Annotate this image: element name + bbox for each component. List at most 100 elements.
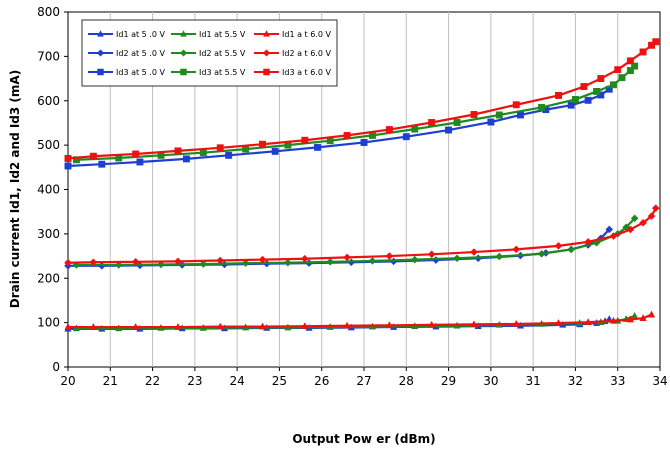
legend-label: Id1 at 5.5 V [199,30,246,39]
y-axis-title: Drain current Id1, Id2 and Id3 (mA) [8,70,22,308]
data-point [241,259,250,268]
legend-marker [96,49,105,57]
data-point [182,155,190,163]
y-tick-label: 200 [37,271,60,285]
data-point [626,225,635,234]
data-point [114,261,123,269]
legend-marker [97,30,104,37]
data-point [597,91,605,99]
data-point [174,323,182,330]
y-tick-label: 800 [37,5,60,19]
data-point [64,258,72,267]
data-point [385,126,393,134]
legend-label: Id3 at 5.5 V [199,68,246,77]
legend-entry: Id2 at 5 .0 V [88,49,165,58]
x-tick-label: 21 [103,374,118,388]
legend-entry: Id3 at 5 .0 V [88,68,165,77]
data-point [453,119,461,126]
x-tick-label: 27 [356,374,371,388]
data-point [343,321,351,329]
data-point [631,62,639,70]
data-point [199,149,207,157]
data-point [470,248,478,256]
legend-box [81,19,338,87]
legend-entry: Id2 a t 6.0 V [254,49,331,58]
x-tick-label: 28 [399,374,414,388]
data-point [470,111,478,118]
data-point [410,255,419,264]
data-point [258,255,267,264]
data-point [300,254,309,263]
data-point [64,162,72,170]
legend-marker [263,68,270,76]
legend-label: Id3 at 5 .0 V [116,68,165,77]
data-point [271,147,279,155]
data-point [343,253,351,262]
x-tick-label: 30 [483,374,498,388]
series-line [68,313,652,329]
data-point [605,225,614,234]
data-point [626,315,635,323]
y-tick-label: 700 [37,49,60,63]
legend-marker [263,30,270,37]
data-point [651,204,660,213]
data-point [487,118,495,126]
data-point [495,252,504,261]
x-tick-label: 33 [610,374,625,388]
data-point [512,245,521,254]
data-point [216,256,225,265]
legend-entry: Id1 at 5 .0 V [88,30,165,39]
data-point [584,318,592,325]
data-point [98,160,106,168]
series-9 [64,38,660,162]
data-point [132,150,140,158]
data-point [648,41,655,49]
legend-label: Id1 at 5 .0 V [116,30,165,39]
data-point [136,158,144,166]
x-axis-title: Output Pow er (dBm) [292,432,435,446]
data-point [639,48,647,56]
data-point [609,232,618,240]
data-point [567,245,576,254]
data-point [555,91,562,99]
data-point [225,151,233,159]
legend-entry: Id2 at 5.5 V [171,49,246,58]
data-point [639,314,647,321]
x-tick-label: 32 [568,374,583,388]
data-point [618,74,626,82]
data-point [301,322,309,329]
data-point [385,252,394,260]
data-point [343,131,351,139]
data-point [584,237,592,246]
legend-marker [97,68,104,76]
legend-entry: Id1 at 5.5 V [171,30,246,39]
x-tick-label: 26 [314,374,329,388]
data-point [258,322,267,330]
data-point [580,83,588,90]
data-point [199,260,208,268]
data-point [157,260,165,269]
y-tick-label: 400 [37,183,60,197]
data-point [64,323,72,330]
data-point [73,156,80,164]
data-point [470,320,478,328]
x-tick-label: 24 [230,374,245,388]
series-layer [64,38,660,332]
data-point [385,321,393,329]
data-point [453,254,461,263]
series-8 [64,204,660,267]
data-point [301,136,309,144]
data-point [89,258,98,267]
data-point [537,249,546,258]
data-point [538,103,546,111]
x-tick-label: 31 [526,374,541,388]
data-point [567,101,575,109]
data-point [411,125,419,133]
data-point [639,218,647,227]
axes: 20 21 22 23 24 25 26 27 28 29 30 31 32 33 34 0 100 200 300… [37,5,668,388]
data-point [517,111,524,119]
data-point [64,154,72,162]
data-point [626,57,634,65]
series-7 [64,310,656,330]
